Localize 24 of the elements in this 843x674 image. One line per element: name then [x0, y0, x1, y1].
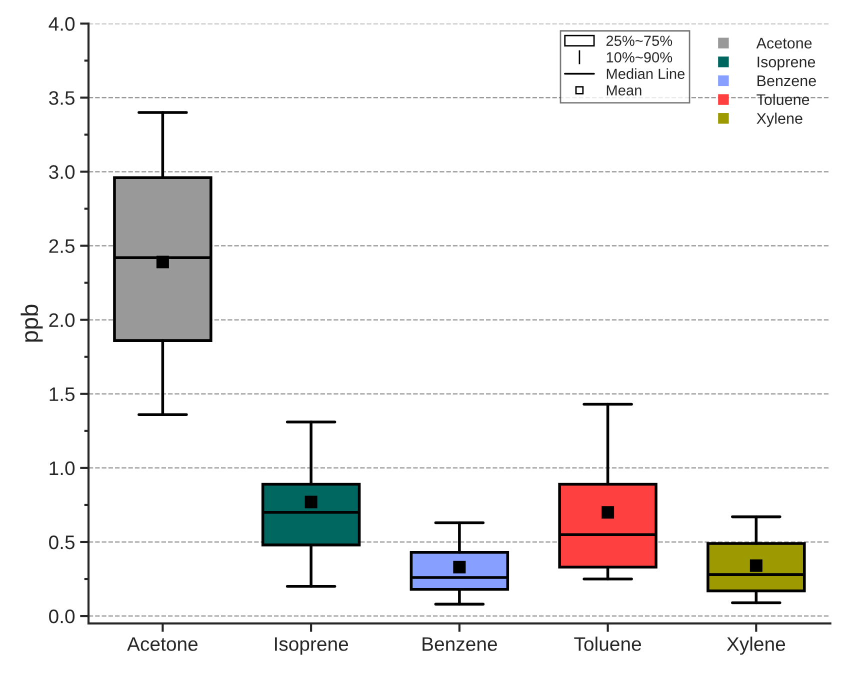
- y-tick-label: 2.0: [49, 313, 75, 328]
- legend-label: Xylene: [756, 112, 802, 127]
- annotation: Median Line: [606, 68, 685, 79]
- y-tick-label: 1.5: [50, 388, 75, 402]
- x-tick-label: Acetone: [127, 637, 198, 651]
- y-tick-label: 3.5: [49, 91, 75, 105]
- y-tick-label: 1.0: [50, 461, 75, 476]
- x-tick-label: Xylene: [726, 636, 786, 655]
- y-axis-title: ppb: [20, 304, 43, 342]
- y-tick-label: 0.0: [49, 610, 75, 624]
- x-tick-label: Toluene: [574, 636, 641, 651]
- x-tick-label: Isoprene: [275, 637, 348, 655]
- legend-label: Benzene: [758, 76, 816, 86]
- y-tick-label: 2.5: [49, 239, 75, 253]
- y-tick-label: 4.0: [48, 17, 75, 31]
- legend-label: Toluene: [756, 94, 810, 106]
- annotation: 10%~90%: [606, 52, 672, 62]
- annotation: Mean: [606, 85, 642, 96]
- y-tick-label: 0.5: [49, 535, 75, 550]
- x-tick-label: Benzene: [422, 637, 497, 651]
- legend-label: Isoprene: [758, 56, 816, 70]
- annotation: 25%~75%: [606, 36, 672, 46]
- legend-label: Acetone: [756, 38, 812, 49]
- y-tick-label: 3.0: [49, 165, 75, 179]
